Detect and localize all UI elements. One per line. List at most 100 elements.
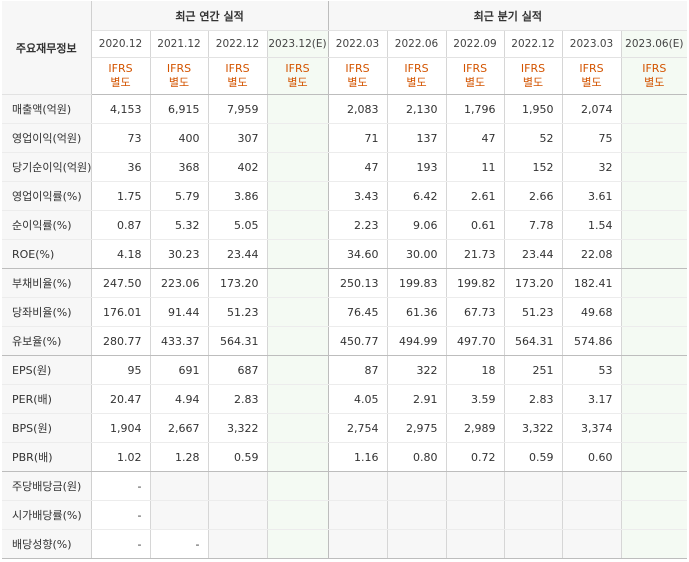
row-label: 유보율(%) (2, 326, 92, 356)
table-cell: 47 (446, 123, 505, 153)
table-cell: 0.59 (208, 442, 268, 472)
table-cell: 0.59 (504, 442, 563, 472)
table-cell: 1.75 (91, 181, 151, 211)
table-row: 영업이익률(%) 1.75 5.79 3.86 3.43 6.42 2.61 2.66 3.61 (2, 181, 688, 211)
basis-label: 별도 (406, 76, 427, 89)
table-cell: 3.61 (562, 181, 622, 211)
table-cell (267, 181, 329, 211)
table-cell (621, 326, 688, 356)
table-cell (621, 413, 688, 443)
row-label: 영업이익률(%) (2, 181, 92, 211)
table-cell (621, 500, 688, 530)
table-cell (504, 471, 563, 501)
table-cell (446, 529, 505, 559)
table-cell (267, 529, 329, 559)
accounting-basis-header: IFRS 별도 (91, 57, 151, 95)
table-cell: 199.83 (387, 268, 447, 298)
table-cell: 22.08 (562, 239, 622, 269)
table-cell: 36 (91, 152, 151, 182)
table-cell (387, 529, 447, 559)
table-cell (621, 152, 688, 182)
basis-label: 별도 (347, 76, 368, 89)
table-cell: 1,904 (91, 413, 151, 443)
table-cell: 73 (91, 123, 151, 153)
table-cell: 368 (150, 152, 209, 182)
quarter-group-header: 최근 분기 실적 (328, 1, 688, 31)
table-cell (267, 297, 329, 327)
accounting-basis-header: IFRS 별도 (267, 57, 329, 95)
table-cell: 3.59 (446, 384, 505, 414)
row-label: 영업이익(억원) (2, 123, 92, 153)
table-row: 주당배당금(원) - (2, 471, 688, 501)
table-cell (267, 384, 329, 414)
row-label: EPS(원) (2, 355, 92, 385)
period-header-estimate: 2023.12(E) (267, 30, 329, 58)
table-cell (267, 442, 329, 472)
table-row: 순이익률(%) 0.87 5.32 5.05 2.23 9.06 0.61 7.78 1.54 (2, 210, 688, 240)
table-cell (562, 529, 622, 559)
row-label: 당좌비율(%) (2, 297, 92, 327)
accounting-basis-header: IFRS 별도 (504, 57, 563, 95)
basis-label: 별도 (110, 76, 131, 89)
table-cell: 1.16 (328, 442, 388, 472)
table-cell (621, 181, 688, 211)
table-cell: 494.99 (387, 326, 447, 356)
table-cell: 3.43 (328, 181, 388, 211)
table-cell: 87 (328, 355, 388, 385)
period-header: 2021.12 (150, 30, 209, 58)
ifrs-label: IFRS (462, 62, 488, 75)
table-cell (621, 268, 688, 298)
table-row: PBR(배) 1.02 1.28 0.59 1.16 0.80 0.72 0.59 0.60 (2, 442, 688, 472)
table-cell: 1.02 (91, 442, 151, 472)
annual-group-header: 최근 연간 실적 (91, 1, 329, 31)
table-cell: 3,322 (504, 413, 563, 443)
table-row: PER(배) 20.47 4.94 2.83 4.05 2.91 3.59 2.83 3.17 (2, 384, 688, 414)
table-cell: 9.06 (387, 210, 447, 240)
table-row: 유보율(%) 280.77 433.37 564.31 450.77 494.99 497.… (2, 326, 688, 356)
table-cell: 0.80 (387, 442, 447, 472)
table-cell (267, 500, 329, 530)
table-cell: 433.37 (150, 326, 209, 356)
accounting-basis-header: IFRS 별도 (446, 57, 505, 95)
table-cell: 450.77 (328, 326, 388, 356)
table-cell: 4.18 (91, 239, 151, 269)
ifrs-label: IFRS (642, 62, 667, 75)
table-cell: 18 (446, 355, 505, 385)
period-header: 2022.06 (387, 30, 447, 58)
table-cell: 564.31 (504, 326, 563, 356)
table-cell (387, 471, 447, 501)
table-cell: 2.83 (208, 384, 268, 414)
table-cell: 247.50 (91, 268, 151, 298)
table-cell: 307 (208, 123, 268, 153)
table-cell (621, 297, 688, 327)
table-cell: 3.86 (208, 181, 268, 211)
table-cell: 1,950 (504, 94, 563, 124)
row-label: 주당배당금(원) (2, 471, 92, 501)
table-cell: - (91, 500, 151, 530)
table-cell: 137 (387, 123, 447, 153)
table-row: BPS(원) 1,904 2,667 3,322 2,754 2,975 2,989 3,32… (2, 413, 688, 443)
table-cell: 3.17 (562, 384, 622, 414)
table-cell: 6,915 (150, 94, 209, 124)
table-cell (621, 94, 688, 124)
table-cell (504, 529, 563, 559)
table-cell: 173.20 (208, 268, 268, 298)
table-cell: 193 (387, 152, 447, 182)
table-cell: 4,153 (91, 94, 151, 124)
row-label: PER(배) (2, 384, 92, 414)
table-row: 배당성향(%) - - (2, 529, 688, 559)
table-cell: 11 (446, 152, 505, 182)
table-cell (621, 442, 688, 472)
table-cell: 2,975 (387, 413, 447, 443)
table-cell: 5.05 (208, 210, 268, 240)
table-cell: 7.78 (504, 210, 563, 240)
table-cell (267, 471, 329, 501)
row-label: 당기순이익(억원) (2, 152, 92, 182)
table-cell (621, 123, 688, 153)
period-header: 2022.12 (504, 30, 563, 58)
table-cell (504, 500, 563, 530)
table-cell: 61.36 (387, 297, 447, 327)
table-cell: 2,074 (562, 94, 622, 124)
ifrs-label: IFRS (520, 62, 546, 75)
